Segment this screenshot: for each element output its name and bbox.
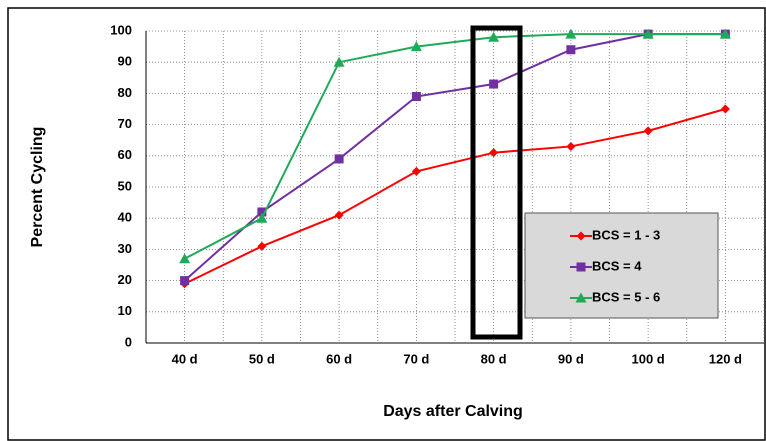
x-tick-label: 120 d: [709, 351, 742, 366]
marker: [257, 241, 267, 251]
marker: [334, 154, 344, 164]
marker: [719, 28, 731, 39]
y-tick-label: 0: [125, 334, 132, 349]
y-tick-label: 50: [118, 178, 132, 193]
marker: [489, 148, 499, 158]
y-tick-label: 40: [118, 210, 132, 225]
legend-marker: [576, 262, 586, 272]
y-axis-label: Percent Cycling: [29, 127, 46, 248]
marker: [410, 41, 422, 52]
marker: [566, 141, 576, 151]
marker: [720, 104, 730, 114]
marker: [488, 31, 500, 42]
legend-label: BCS = 4: [592, 258, 642, 273]
y-tick-label: 20: [118, 272, 132, 287]
marker: [489, 79, 499, 89]
legend-marker: [575, 292, 587, 303]
legend-label: BCS = 1 - 3: [592, 227, 660, 242]
y-tick-label: 90: [118, 54, 132, 69]
line: [184, 33, 726, 260]
marker: [643, 126, 653, 136]
chart-frame: [7, 7, 766, 441]
series: [179, 28, 731, 264]
highlight-box: [470, 25, 523, 340]
marker: [256, 212, 268, 223]
y-tick-label: 30: [118, 241, 132, 256]
marker: [411, 166, 421, 176]
marker: [411, 92, 421, 102]
x-tick-label: 40 d: [172, 351, 198, 366]
series: [180, 104, 730, 289]
x-tick-label: 90 d: [558, 351, 584, 366]
marker: [257, 207, 267, 217]
y-tick-label: 100: [110, 22, 132, 37]
x-tick-label: 70 d: [403, 351, 429, 366]
x-tick-label: 60 d: [326, 351, 352, 366]
marker: [334, 210, 344, 220]
y-tick-label: 70: [118, 116, 132, 131]
plot: 0 10 20 30 40 50 60 70 80 90 100 40 d 50 d 60 d 70 d 80…: [110, 22, 765, 366]
x-tick-label: 80 d: [481, 351, 507, 366]
marker: [642, 28, 654, 39]
legend: [524, 212, 719, 319]
marker: [565, 28, 577, 39]
marker: [179, 253, 191, 264]
y-tick-label: 60: [118, 147, 132, 162]
marker: [566, 45, 576, 55]
x-axis-label: Days after Calving: [383, 403, 523, 420]
marker: [333, 56, 345, 67]
line: [184, 108, 726, 285]
y-tick-label: 80: [118, 85, 132, 100]
x-tick-label: 100 d: [632, 351, 665, 366]
x-tick-label: 50 d: [249, 351, 275, 366]
marker: [180, 276, 190, 286]
line: [183, 33, 726, 282]
legend-marker: [576, 231, 586, 241]
legend-label: BCS = 5 - 6: [592, 289, 660, 304]
y-tick-label: 10: [118, 303, 132, 318]
